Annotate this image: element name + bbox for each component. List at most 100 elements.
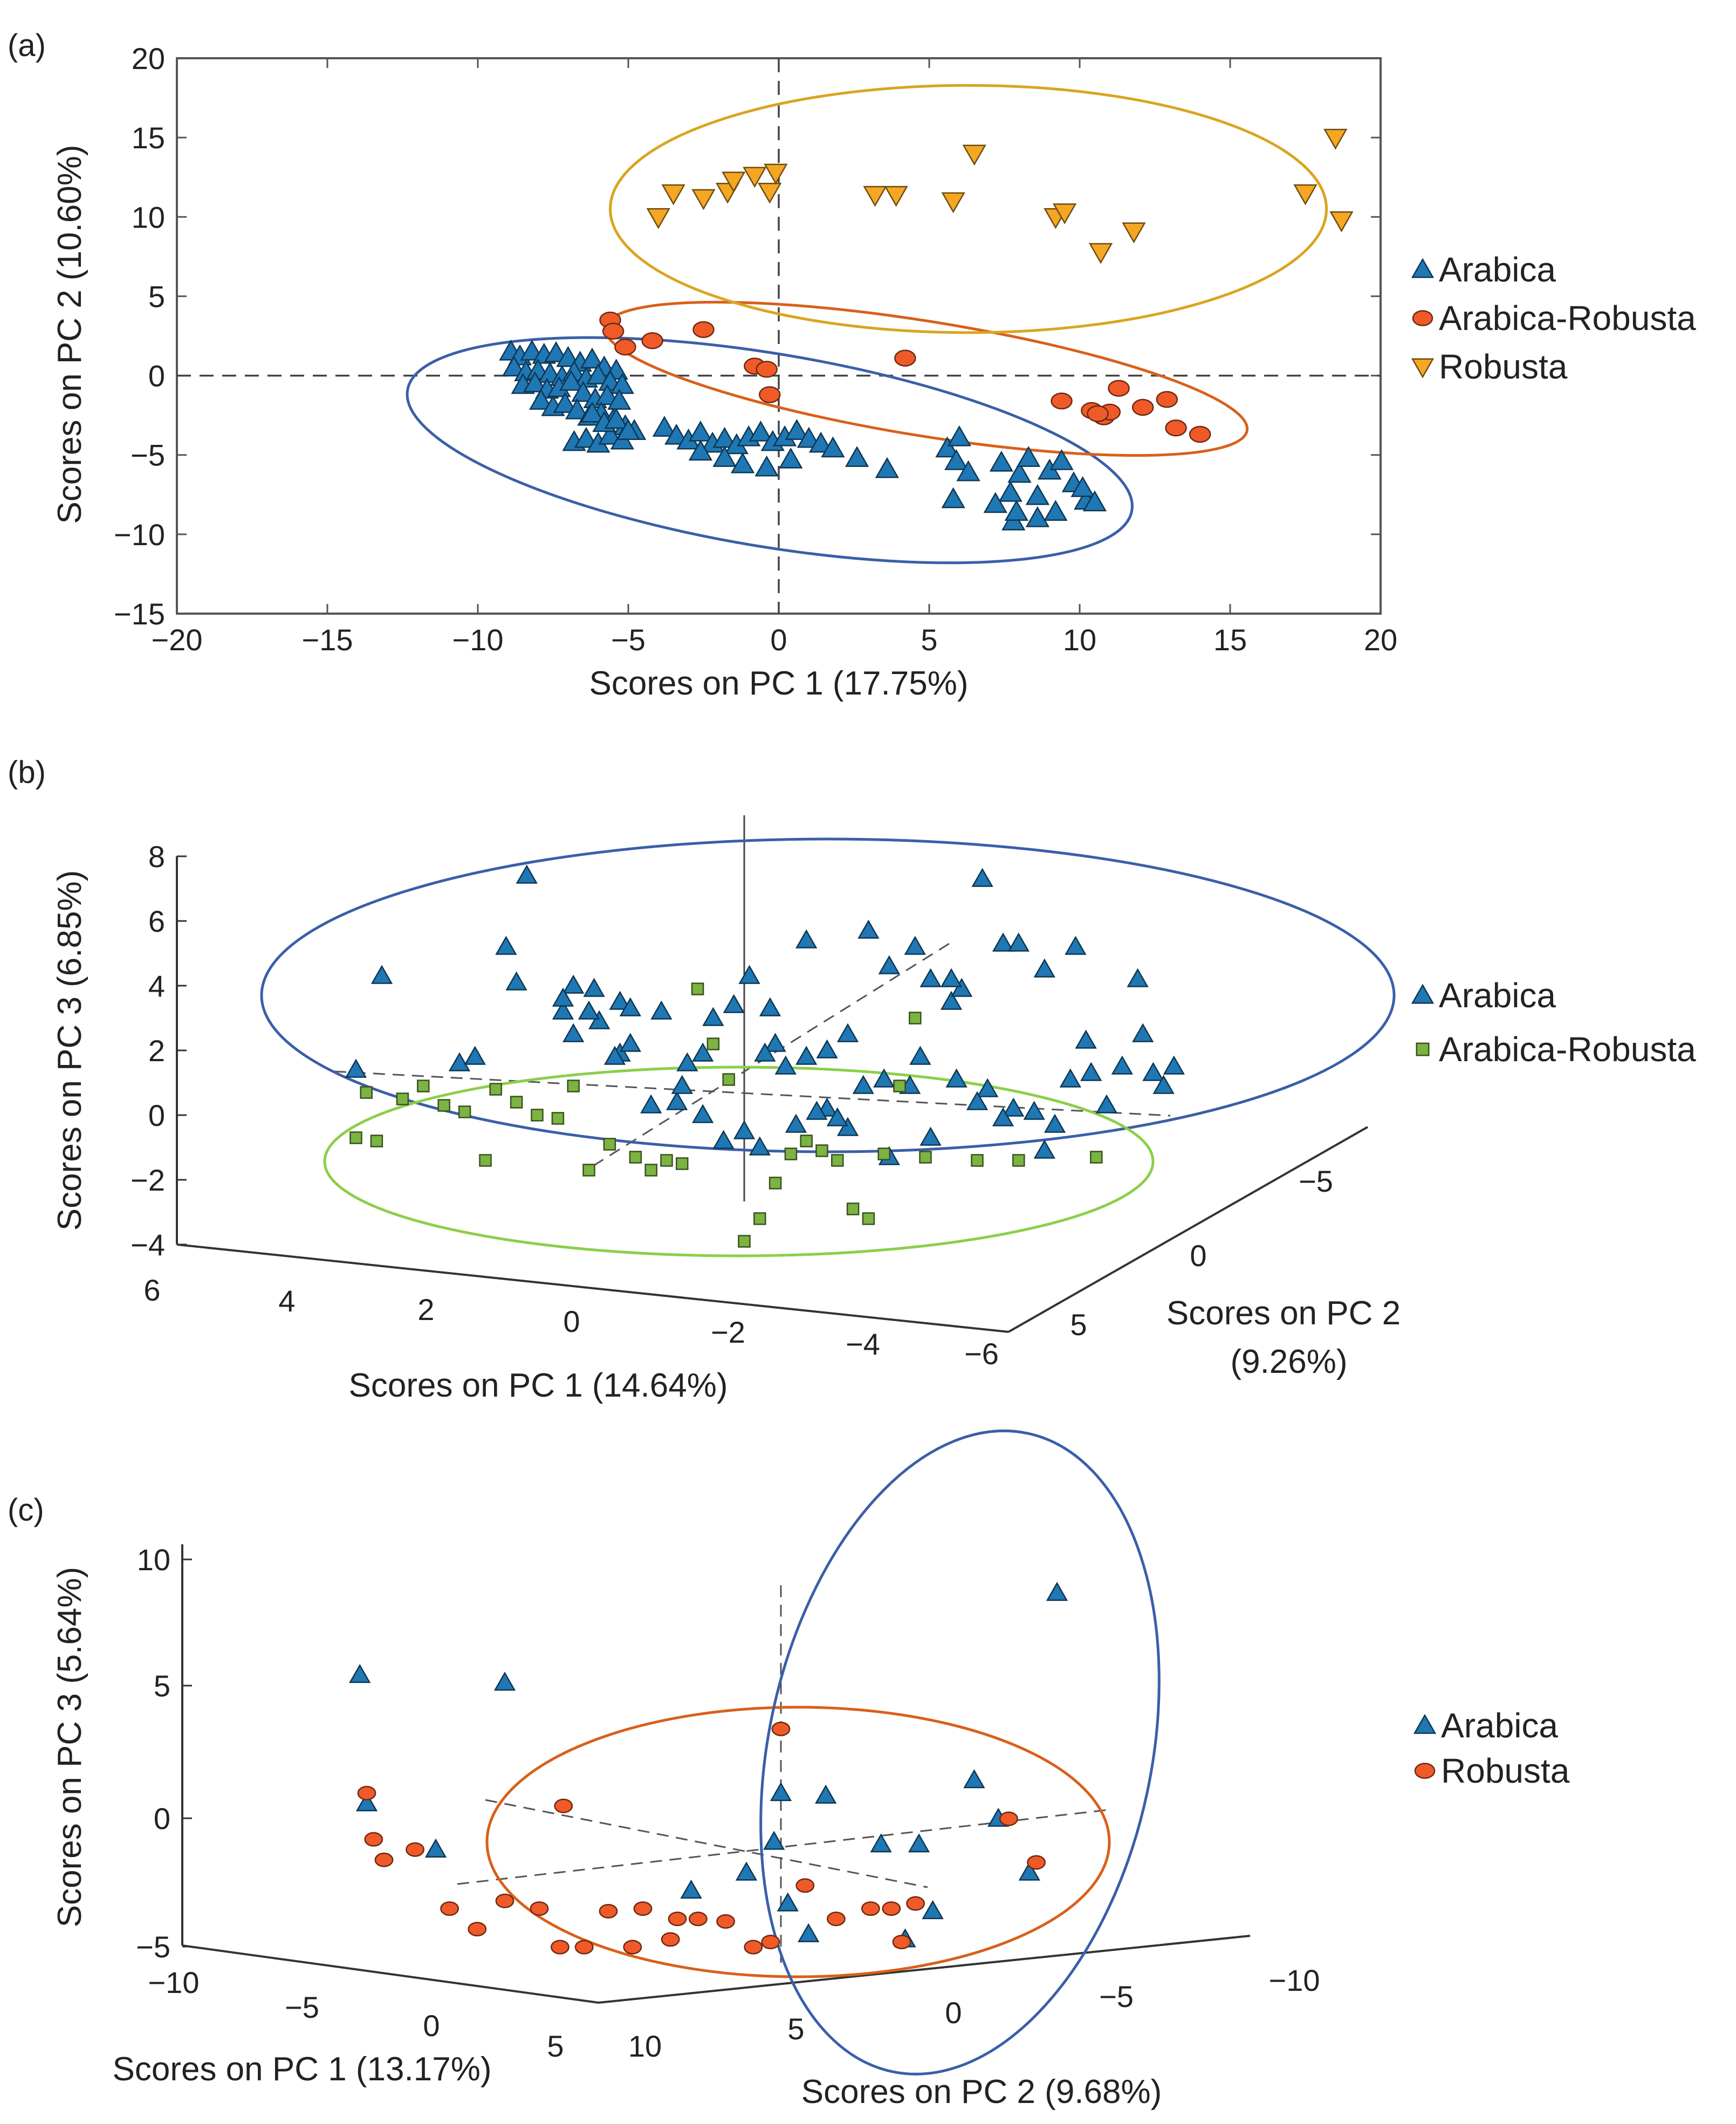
point-arabica: [909, 1046, 931, 1065]
point-arabica: [920, 1126, 942, 1146]
panel-a-points: [499, 128, 1354, 531]
point-arabica: [806, 1101, 828, 1120]
point-arabica-robusta: [437, 1099, 450, 1112]
x-tick-label: 20: [1364, 623, 1397, 657]
point-robusta: [884, 185, 908, 207]
point-arabica: [588, 1010, 610, 1029]
panel-b-zlabel: Scores on PC 3 (6.85%): [51, 870, 88, 1231]
point-arabica-robusta: [894, 349, 916, 367]
point-arabica: [956, 460, 980, 482]
point-robusta: [623, 1940, 642, 1955]
point-arabica: [516, 864, 538, 884]
point-arabica: [922, 1900, 944, 1920]
x-tick-label: −6: [964, 1337, 999, 1371]
y-tick-label: 10: [628, 2029, 662, 2063]
panel-c-x-axis: [182, 1944, 599, 2004]
point-arabica: [712, 1130, 735, 1149]
point-arabica: [878, 955, 900, 974]
point-arabica: [779, 448, 803, 469]
y-tick-label: 0: [1190, 1239, 1206, 1273]
point-arabica: [920, 968, 942, 987]
ellipse-arabica: [406, 336, 1134, 565]
ellipse-robusta: [609, 84, 1328, 334]
point-arabica: [595, 384, 620, 405]
point-robusta: [1088, 243, 1113, 264]
point-arabica-robusta: [893, 1080, 906, 1092]
point-arabica: [1049, 449, 1074, 470]
point-arabica: [559, 369, 584, 391]
x-tick-label: 15: [1213, 623, 1247, 657]
legend-marker: [1412, 310, 1433, 326]
point-arabica-robusta: [676, 1157, 689, 1170]
point-arabica-robusta: [759, 386, 781, 403]
point-arabica: [738, 965, 760, 984]
point-arabica: [735, 1861, 758, 1881]
point-arabica: [1046, 1582, 1068, 1601]
point-arabica: [495, 936, 517, 955]
panel-c-xlabel: Scores on PC 1 (13.17%): [112, 2051, 491, 2088]
point-arabica: [680, 1879, 702, 1899]
point-arabica: [349, 1664, 371, 1683]
point-arabica: [1095, 1094, 1118, 1113]
point-arabica: [795, 1046, 818, 1065]
point-arabica-robusta: [831, 1154, 844, 1167]
point-robusta: [743, 167, 767, 188]
point-arabica: [355, 1792, 378, 1812]
point-robusta: [1052, 203, 1077, 224]
point-arabica: [1033, 958, 1055, 978]
y-tick-label: 20: [132, 42, 165, 75]
panel-b-origin-x-line: [334, 1070, 1171, 1117]
point-arabica: [552, 1000, 574, 1020]
point-arabica: [774, 1055, 797, 1075]
point-arabica: [966, 1091, 989, 1110]
legend-marker-arabica: [1411, 258, 1435, 278]
point-arabica-robusta: [800, 1135, 813, 1147]
point-robusta: [357, 1785, 376, 1800]
point-arabica: [977, 1078, 999, 1097]
x-tick-label: 0: [423, 2009, 440, 2043]
z-tick-label: 0: [148, 1098, 165, 1132]
z-tick-label: −2: [131, 1163, 165, 1197]
point-arabica: [692, 1104, 714, 1123]
point-arabica-robusta: [1090, 1151, 1103, 1164]
point-arabica: [502, 355, 526, 377]
point-arabica: [571, 381, 595, 402]
point-arabica: [875, 457, 900, 478]
x-tick-label: 0: [563, 1304, 580, 1338]
point-arabica: [692, 1042, 714, 1062]
point-robusta: [941, 192, 965, 214]
panel-b-letter: (b): [8, 755, 46, 790]
y-tick-label: 15: [132, 121, 165, 155]
point-arabica-robusta: [862, 1212, 875, 1225]
legend-marker-arabica: [1413, 1714, 1437, 1734]
point-arabica: [1142, 1062, 1164, 1081]
point-arabica-robusta: [909, 1012, 922, 1025]
point-arabica: [836, 1117, 859, 1136]
point-robusta: [1122, 222, 1146, 244]
legend-label-robusta: Robusta: [1441, 1751, 1570, 1790]
y-tick-label: 0: [148, 359, 165, 393]
panel-b-origin-y-line: [593, 943, 950, 1167]
point-arabica: [688, 420, 713, 442]
point-arabica: [723, 994, 745, 1013]
point-arabica: [749, 1136, 771, 1156]
point-arabica-robusta: [360, 1086, 373, 1099]
point-arabica-robusta: [629, 1151, 642, 1164]
point-arabica: [940, 968, 963, 987]
panel-c-legend: Arabica Robusta: [1413, 1706, 1570, 1790]
x-tick-label: 6: [143, 1273, 160, 1307]
x-tick-label: −10: [452, 623, 504, 657]
point-arabica-robusta: [919, 1151, 932, 1164]
point-arabica-robusta: [877, 1147, 890, 1160]
legend-marker: [1413, 1714, 1437, 1734]
point-arabica: [764, 1033, 786, 1052]
point-arabica: [1044, 1113, 1066, 1133]
panel-b-points: [345, 864, 1185, 1248]
legend-label-arabica-robusta: Arabica-Robusta: [1439, 1030, 1696, 1069]
point-arabica: [664, 423, 689, 445]
point-arabica: [688, 439, 713, 461]
point-arabica: [1007, 932, 1030, 952]
point-robusta: [795, 1878, 815, 1893]
legend-label-arabica: Arabica: [1439, 250, 1556, 289]
